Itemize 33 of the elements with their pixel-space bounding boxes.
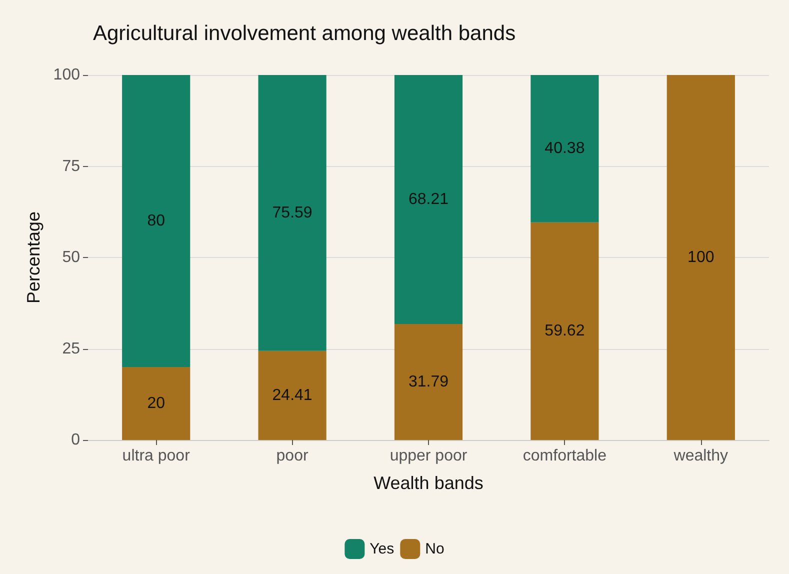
y-tick-label: 0	[71, 432, 80, 448]
data-label: 100	[688, 249, 714, 266]
bar	[530, 222, 599, 440]
legend-label: No	[425, 540, 444, 558]
y-tick-label: 75	[62, 158, 80, 175]
bar	[122, 367, 190, 440]
data-label: 31.79	[408, 373, 449, 390]
y-tick-label: 50	[62, 249, 80, 266]
data-label: 24.41	[272, 386, 312, 404]
data-label: 68.21	[408, 190, 449, 208]
bar	[666, 75, 735, 440]
data-label: 20	[147, 395, 166, 412]
x-axis-title: Wealth bands	[374, 473, 484, 493]
data-label: 59.62	[544, 322, 585, 340]
y-tick-label: 25	[62, 340, 80, 358]
bar	[258, 75, 326, 351]
x-tick-label: ultra poor	[122, 448, 191, 464]
y-axis-title: Percentage	[23, 211, 44, 304]
bar	[394, 75, 463, 324]
legend-label: Yes	[370, 540, 394, 558]
bar	[530, 75, 599, 222]
x-tick-label: poor	[276, 448, 309, 464]
bar	[258, 350, 326, 440]
bar	[394, 324, 463, 440]
bar	[122, 75, 190, 367]
x-tick-label: upper poor	[390, 448, 468, 464]
data-label: 75.59	[272, 204, 312, 222]
x-tick-label: wealthy	[672, 448, 728, 464]
data-label: 80	[147, 212, 166, 230]
data-label: 40.38	[544, 140, 585, 158]
y-tick-label: 100	[53, 66, 80, 84]
x-tick-label: comfortable	[522, 448, 607, 464]
chart-title: Agricultural involvement among wealth bands	[93, 22, 516, 45]
